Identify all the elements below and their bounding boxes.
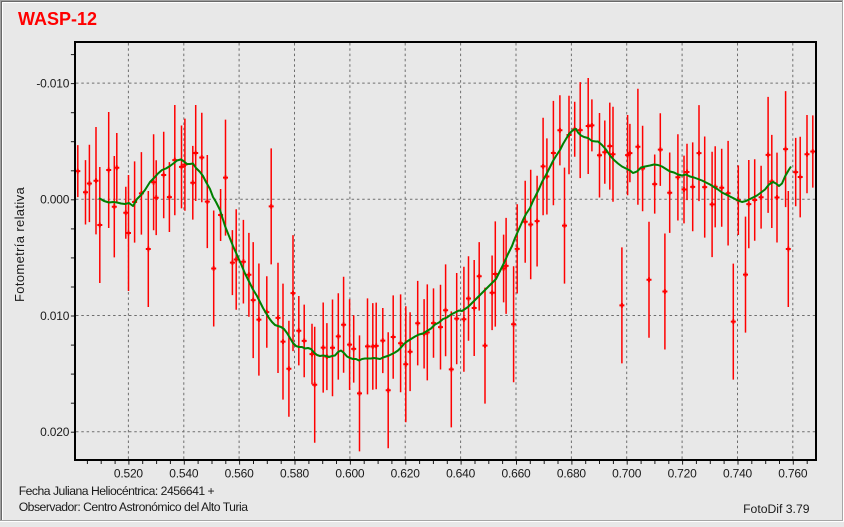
svg-text:0.520: 0.520 xyxy=(114,466,144,480)
svg-text:0.680: 0.680 xyxy=(557,466,587,480)
svg-text:0.010: 0.010 xyxy=(40,309,70,323)
svg-text:0.660: 0.660 xyxy=(501,466,531,480)
svg-text:0.720: 0.720 xyxy=(668,466,698,480)
svg-text:0.600: 0.600 xyxy=(335,466,365,480)
svg-text:Fecha Juliana Heliocéntrica: 2: Fecha Juliana Heliocéntrica: 2456641 + xyxy=(19,484,215,498)
svg-text:0.560: 0.560 xyxy=(225,466,255,480)
svg-text:Fotometría relativa: Fotometría relativa xyxy=(12,187,27,302)
svg-text:0.760: 0.760 xyxy=(778,466,808,480)
svg-text:0.740: 0.740 xyxy=(723,466,753,480)
svg-text:0.540: 0.540 xyxy=(169,466,199,480)
svg-text:WASP-12: WASP-12 xyxy=(18,9,97,29)
svg-text:0.000: 0.000 xyxy=(40,193,70,207)
svg-text:0.620: 0.620 xyxy=(391,466,421,480)
svg-text:0.640: 0.640 xyxy=(446,466,476,480)
svg-text:Observador: Centro Astronómico: Observador: Centro Astronómico del Alto … xyxy=(19,500,249,514)
svg-text:0.700: 0.700 xyxy=(612,466,642,480)
svg-text:FotoDif 3.79: FotoDif 3.79 xyxy=(743,502,810,516)
svg-text:0.580: 0.580 xyxy=(280,466,310,480)
svg-text:-0.010: -0.010 xyxy=(36,76,69,90)
svg-text:0.020: 0.020 xyxy=(40,425,70,439)
